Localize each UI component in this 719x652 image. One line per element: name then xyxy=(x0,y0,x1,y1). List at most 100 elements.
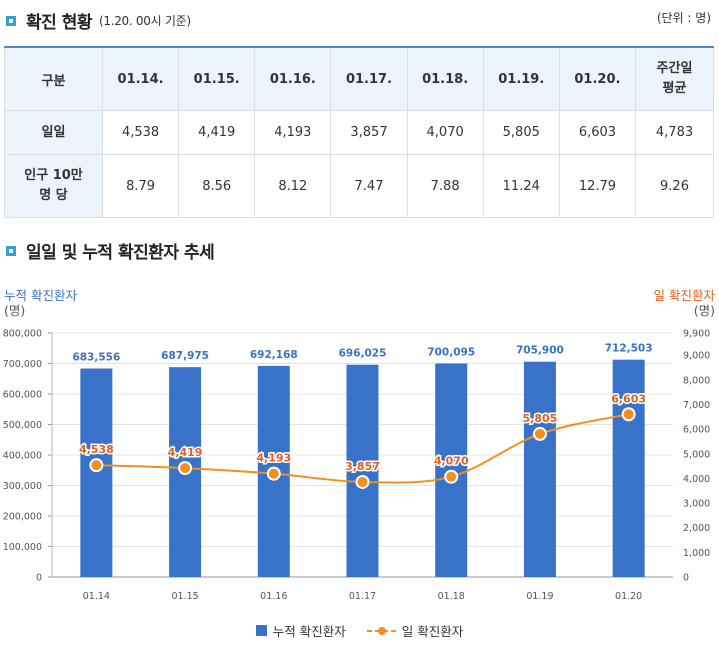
section-heading-trend: 일일 및 누적 확진환자 추세 xyxy=(6,238,215,263)
column-header: 01.17. xyxy=(330,46,408,111)
right-tick-label: 3,000 xyxy=(683,499,710,510)
table-header-row: 구분 01.14. 01.15. 01.16. 01.17. 01.18. 01… xyxy=(4,46,714,111)
legend-item-cumulative: 누적 확진환자 xyxy=(255,621,346,640)
table-cell: 4,193 xyxy=(254,110,332,155)
column-header: 01.15. xyxy=(178,46,256,111)
row-header: 인구 10만 명 당 xyxy=(4,154,103,218)
left-axis-title: 누적 확진환자 xyxy=(4,288,77,303)
left-tick-label: 800,000 xyxy=(3,329,42,340)
right-tick-label: 9,000 xyxy=(683,351,710,362)
status-table: 구분 01.14. 01.15. 01.16. 01.17. 01.18. 01… xyxy=(4,46,714,218)
column-header-weekly-average: 주간일 평균 xyxy=(635,46,714,111)
right-tick-label: 9,900 xyxy=(683,329,710,340)
table-row-per-100k: 인구 10만 명 당 8.79 8.56 8.12 7.47 7.88 11.2… xyxy=(4,154,714,218)
square-bullet-icon xyxy=(6,15,16,26)
bar-value-label: 700,095 xyxy=(427,346,475,358)
line-point xyxy=(178,461,193,476)
left-axis-unit: (명) xyxy=(4,303,26,318)
right-tick-label: 7,000 xyxy=(683,400,710,411)
left-tick-label: 500,000 xyxy=(3,420,42,431)
bar-value-label: 683,556 xyxy=(72,352,120,364)
legend-label: 일 확진환자 xyxy=(401,624,464,639)
legend-line-swatch xyxy=(366,626,397,635)
line-value-label: 6,603 xyxy=(611,392,646,405)
right-tick-label: 4,000 xyxy=(683,474,710,485)
table-cell: 7.88 xyxy=(406,154,484,218)
table-corner-cell: 구분 xyxy=(4,46,103,111)
bar xyxy=(346,364,379,577)
column-header: 01.16. xyxy=(254,46,332,111)
line-point xyxy=(266,466,281,481)
right-tick-label: 0 xyxy=(683,573,689,584)
legend-item-daily: 일 확진환자 xyxy=(366,621,463,640)
right-axis-unit: (명) xyxy=(693,303,715,318)
bar-value-label: 705,900 xyxy=(516,345,564,357)
x-tick-label: 01.16 xyxy=(260,591,287,602)
bar xyxy=(80,368,113,577)
bar xyxy=(523,361,556,577)
header-line: 주간일 xyxy=(656,61,693,76)
legend-label: 누적 확진환자 xyxy=(272,624,346,639)
table-cell: 8.12 xyxy=(254,154,332,218)
table-cell: 9.26 xyxy=(635,154,714,218)
line-value-label: 4,419 xyxy=(168,446,203,459)
row-header-line: 명 당 xyxy=(39,188,68,203)
line-value-label: 5,805 xyxy=(523,412,558,425)
left-tick-label: 400,000 xyxy=(3,451,42,462)
line-value-label: 4,070 xyxy=(434,455,469,468)
right-tick-label: 2,000 xyxy=(683,523,710,534)
line-point xyxy=(444,469,459,484)
table-cell: 4,538 xyxy=(101,110,180,155)
table-cell: 8.56 xyxy=(178,154,256,218)
table-cell: 6,603 xyxy=(558,110,637,155)
line-point xyxy=(621,407,636,422)
table-cell: 4,419 xyxy=(178,110,256,155)
bar-value-label: 712,503 xyxy=(605,343,653,355)
right-tick-label: 1,000 xyxy=(683,548,710,559)
line-value-label: 4,538 xyxy=(79,443,114,456)
section-title: 일일 및 누적 확진환자 추세 xyxy=(26,243,215,263)
column-header: 01.18. xyxy=(406,46,484,111)
bar-value-label: 692,168 xyxy=(250,349,298,361)
table-cell: 8.79 xyxy=(101,154,180,218)
x-tick-label: 01.15 xyxy=(171,591,198,602)
section-date-note: (1.20. 00시 기준) xyxy=(98,14,191,28)
left-tick-label: 700,000 xyxy=(3,359,42,370)
section-title: 확진 현황 xyxy=(26,13,92,33)
left-tick-label: 600,000 xyxy=(3,390,42,401)
row-header: 일일 xyxy=(4,110,103,155)
section-heading-status: 확진 현황 (1.20. 00시 기준) xyxy=(6,8,191,33)
x-tick-label: 01.19 xyxy=(526,591,553,602)
column-header: 01.20. xyxy=(558,46,637,111)
line-value-label: 4,193 xyxy=(256,452,291,465)
left-tick-label: 200,000 xyxy=(3,512,42,523)
line-point xyxy=(532,426,547,441)
column-header: 01.19. xyxy=(482,46,560,111)
x-tick-label: 01.17 xyxy=(349,591,376,602)
unit-note: (단위 : 명) xyxy=(656,11,711,25)
left-tick-label: 300,000 xyxy=(3,481,42,492)
table-cell: 4,783 xyxy=(635,110,714,155)
bar xyxy=(612,359,645,577)
column-header: 01.14. xyxy=(101,46,180,111)
chart-legend: 누적 확진환자 일 확진환자 xyxy=(0,621,719,640)
right-axis-title: 일 확진환자 xyxy=(653,288,715,303)
x-tick-label: 01.14 xyxy=(83,591,110,602)
bar-value-label: 696,025 xyxy=(339,348,387,360)
legend-bar-swatch xyxy=(255,625,267,636)
right-tick-label: 5,000 xyxy=(683,449,710,460)
bar-value-label: 687,975 xyxy=(161,350,209,362)
line-point xyxy=(89,458,104,473)
line-value-label: 3,857 xyxy=(345,460,380,473)
row-header-line: 인구 10만 xyxy=(24,168,83,183)
line-point xyxy=(355,474,370,489)
table-cell: 12.79 xyxy=(558,154,637,218)
header-line: 평균 xyxy=(662,81,687,96)
x-tick-label: 01.18 xyxy=(438,591,465,602)
square-bullet-icon xyxy=(6,245,16,256)
left-tick-label: 0 xyxy=(36,573,42,584)
right-tick-label: 6,000 xyxy=(683,425,710,436)
left-tick-label: 100,000 xyxy=(3,542,42,553)
x-tick-label: 01.20 xyxy=(615,591,642,602)
